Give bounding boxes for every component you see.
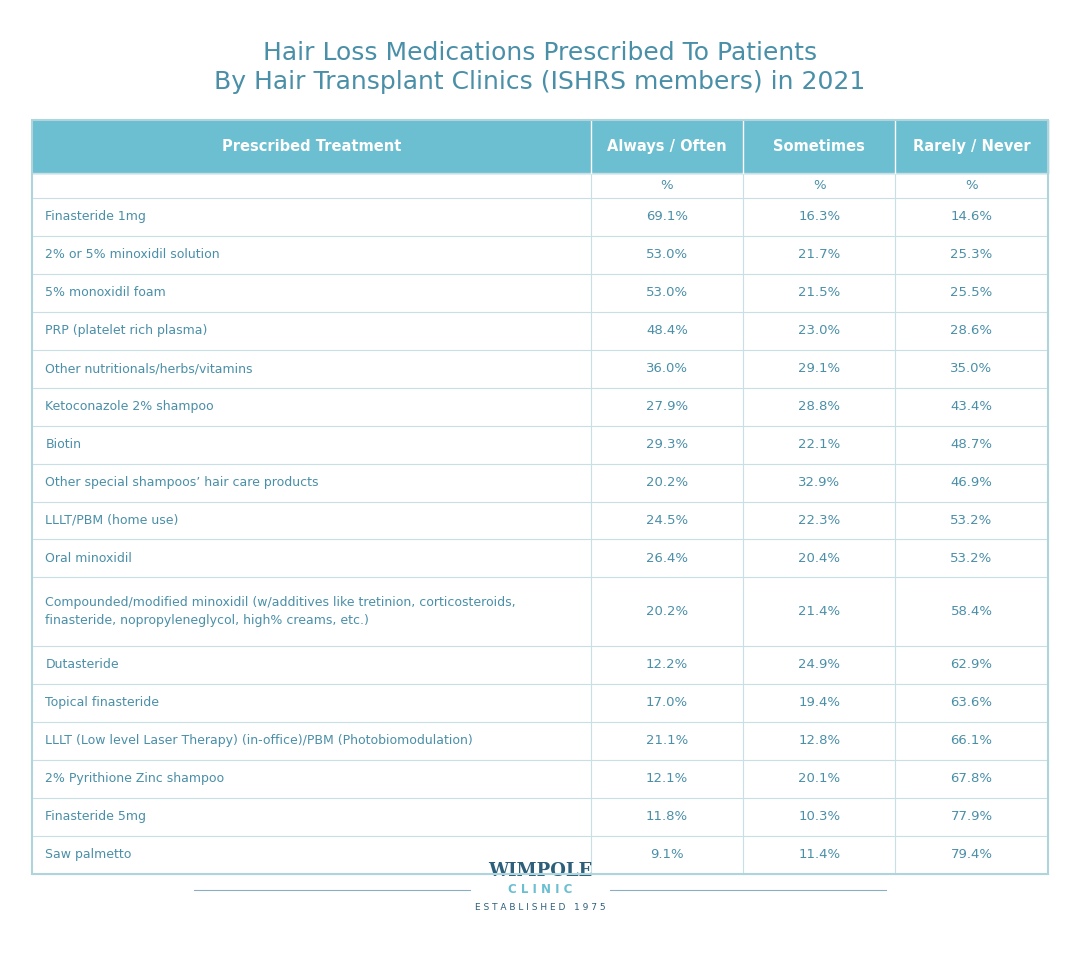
Text: 11.8%: 11.8%: [646, 810, 688, 823]
Text: %: %: [813, 179, 825, 192]
Text: Biotin: Biotin: [45, 438, 81, 451]
Text: 21.1%: 21.1%: [646, 734, 688, 747]
Text: 26.4%: 26.4%: [646, 552, 688, 565]
Text: 22.3%: 22.3%: [798, 514, 840, 527]
Text: 36.0%: 36.0%: [646, 362, 688, 375]
Text: 63.6%: 63.6%: [950, 696, 993, 709]
Text: Oral minoxidil: Oral minoxidil: [45, 552, 132, 565]
Text: 12.8%: 12.8%: [798, 734, 840, 747]
Text: Compounded/modified minoxidil (w/additives like tretinion, corticosteroids,
fina: Compounded/modified minoxidil (w/additiv…: [45, 596, 516, 627]
Text: 23.0%: 23.0%: [798, 324, 840, 337]
Text: 48.7%: 48.7%: [950, 438, 993, 451]
Text: 20.2%: 20.2%: [646, 605, 688, 618]
Text: 19.4%: 19.4%: [798, 696, 840, 709]
Text: Always / Often: Always / Often: [607, 139, 727, 154]
Text: C L I N I C: C L I N I C: [508, 883, 572, 897]
Text: 5% monoxidil foam: 5% monoxidil foam: [45, 286, 166, 300]
Text: 9.1%: 9.1%: [650, 848, 684, 861]
Text: Sometimes: Sometimes: [773, 139, 865, 154]
Text: 58.4%: 58.4%: [950, 605, 993, 618]
Text: WIMPOLE: WIMPOLE: [488, 862, 592, 879]
Text: 53.0%: 53.0%: [646, 286, 688, 300]
Text: Rarely / Never: Rarely / Never: [913, 139, 1030, 154]
Text: 21.5%: 21.5%: [798, 286, 840, 300]
Text: Other nutritionals/herbs/vitamins: Other nutritionals/herbs/vitamins: [45, 362, 253, 375]
Text: 21.7%: 21.7%: [798, 249, 840, 261]
Text: 29.1%: 29.1%: [798, 362, 840, 375]
Text: PRP (platelet rich plasma): PRP (platelet rich plasma): [45, 324, 207, 337]
Text: 29.3%: 29.3%: [646, 438, 688, 451]
Text: 62.9%: 62.9%: [950, 659, 993, 671]
Text: Finasteride 5mg: Finasteride 5mg: [45, 810, 147, 823]
Text: Ketoconazole 2% shampoo: Ketoconazole 2% shampoo: [45, 400, 214, 413]
Text: 48.4%: 48.4%: [646, 324, 688, 337]
Text: 53.2%: 53.2%: [950, 514, 993, 527]
Text: By Hair Transplant Clinics (ISHRS members) in 2021: By Hair Transplant Clinics (ISHRS member…: [214, 69, 866, 93]
Text: 14.6%: 14.6%: [950, 210, 993, 224]
Text: 77.9%: 77.9%: [950, 810, 993, 823]
Text: LLLT/PBM (home use): LLLT/PBM (home use): [45, 514, 178, 527]
Text: 24.9%: 24.9%: [798, 659, 840, 671]
Text: 69.1%: 69.1%: [646, 210, 688, 224]
Text: 24.5%: 24.5%: [646, 514, 688, 527]
Text: 66.1%: 66.1%: [950, 734, 993, 747]
Text: %: %: [966, 179, 977, 192]
Text: %: %: [661, 179, 673, 192]
Text: 46.9%: 46.9%: [950, 476, 993, 489]
Text: 2% or 5% minoxidil solution: 2% or 5% minoxidil solution: [45, 249, 220, 261]
Text: 16.3%: 16.3%: [798, 210, 840, 224]
Text: 25.5%: 25.5%: [950, 286, 993, 300]
Text: Finasteride 1mg: Finasteride 1mg: [45, 210, 146, 224]
Text: Saw palmetto: Saw palmetto: [45, 848, 132, 861]
Text: 79.4%: 79.4%: [950, 848, 993, 861]
Text: Other special shampoos’ hair care products: Other special shampoos’ hair care produc…: [45, 476, 319, 489]
Text: 25.3%: 25.3%: [950, 249, 993, 261]
Text: 12.1%: 12.1%: [646, 772, 688, 785]
Text: 28.8%: 28.8%: [798, 400, 840, 413]
Text: 27.9%: 27.9%: [646, 400, 688, 413]
Text: LLLT (Low level Laser Therapy) (in-office)/PBM (Photobiomodulation): LLLT (Low level Laser Therapy) (in-offic…: [45, 734, 473, 747]
Text: 67.8%: 67.8%: [950, 772, 993, 785]
Text: 11.4%: 11.4%: [798, 848, 840, 861]
Text: E S T A B L I S H E D   1 9 7 5: E S T A B L I S H E D 1 9 7 5: [475, 902, 605, 912]
Text: 20.2%: 20.2%: [646, 476, 688, 489]
Text: 35.0%: 35.0%: [950, 362, 993, 375]
Text: 22.1%: 22.1%: [798, 438, 840, 451]
Text: 20.4%: 20.4%: [798, 552, 840, 565]
Text: Prescribed Treatment: Prescribed Treatment: [221, 139, 402, 154]
Text: 21.4%: 21.4%: [798, 605, 840, 618]
Text: Topical finasteride: Topical finasteride: [45, 696, 160, 709]
Text: 43.4%: 43.4%: [950, 400, 993, 413]
Text: 17.0%: 17.0%: [646, 696, 688, 709]
Text: 32.9%: 32.9%: [798, 476, 840, 489]
Text: Hair Loss Medications Prescribed To Patients: Hair Loss Medications Prescribed To Pati…: [262, 41, 818, 65]
Text: 10.3%: 10.3%: [798, 810, 840, 823]
Text: 53.0%: 53.0%: [646, 249, 688, 261]
Text: 20.1%: 20.1%: [798, 772, 840, 785]
Text: 28.6%: 28.6%: [950, 324, 993, 337]
Text: 53.2%: 53.2%: [950, 552, 993, 565]
Text: Dutasteride: Dutasteride: [45, 659, 119, 671]
Text: 12.2%: 12.2%: [646, 659, 688, 671]
Text: 2% Pyrithione Zinc shampoo: 2% Pyrithione Zinc shampoo: [45, 772, 225, 785]
